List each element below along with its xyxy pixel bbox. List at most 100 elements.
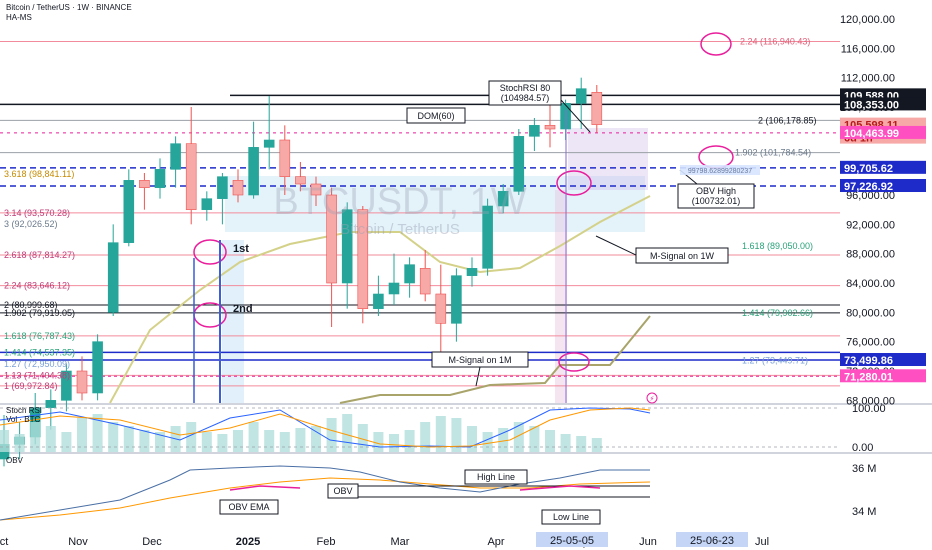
candle-body: [466, 268, 478, 276]
candle: [154, 158, 166, 199]
obv-line: [0, 465, 650, 521]
candle: [217, 173, 228, 225]
price-tick: 68,000.00: [846, 395, 895, 407]
candle-body: [419, 268, 431, 295]
time-box: 25-05-05: [536, 532, 608, 547]
fib-label: 2 (80,999.68): [4, 300, 58, 310]
circle-marker: [700, 32, 732, 56]
fib-label: 1.27 (73,449.71): [742, 355, 808, 365]
fib-label: 1 (69,972.84): [4, 381, 58, 391]
price-tag-label: 71,280.01: [844, 371, 893, 383]
obv-tick: 34 M: [852, 506, 876, 518]
candle-body: [154, 169, 166, 188]
circle-marker: [558, 352, 590, 372]
fib-label: 1.902 (101,784.54): [735, 148, 811, 158]
time-label: 2025: [236, 536, 260, 548]
price-tag: 104,463.99: [840, 125, 926, 140]
price-tick: 76,000.00: [846, 337, 895, 349]
candle: [263, 96, 275, 170]
volume-bar: [14, 434, 25, 452]
obv-annotation: OBV: [327, 483, 359, 499]
vol-title: Vol · BTC: [6, 415, 40, 424]
candle-body: [404, 264, 415, 284]
candle: [435, 264, 447, 353]
volume-bar: [513, 422, 524, 452]
volume-bar: [498, 428, 509, 452]
candle: [185, 107, 197, 225]
volume-bar: [30, 422, 41, 452]
time-box: 25-06-23: [676, 532, 748, 547]
dom-label: DOM(60): [417, 111, 454, 121]
candle-body: [591, 92, 603, 125]
candle-body: [76, 370, 88, 394]
candle: [279, 125, 291, 195]
volume-bar: [311, 426, 321, 452]
candle: [451, 268, 462, 342]
fib-label: 3.14 (93,570.28): [4, 208, 70, 218]
fib-label: 2 (106,178.85): [758, 115, 817, 125]
pane-divider-2: [0, 452, 932, 454]
volume-bar: [217, 434, 228, 452]
volume-bar: [0, 430, 9, 452]
candle: [61, 363, 72, 412]
pane-divider-1: [0, 403, 932, 405]
candle-body: [123, 180, 135, 243]
annotation-dom: DOM(60): [406, 107, 466, 124]
fib-label: 3 (92,026.52): [4, 219, 58, 229]
candle-body: [341, 209, 353, 284]
fib-label: 1.618 (89,050.00): [742, 241, 813, 251]
volume-bar: [155, 432, 165, 452]
stochrsi-value: (104984.57): [501, 93, 550, 103]
time-axis: ctNovDec2025FebMarAprMayJunJul25-05-0525…: [0, 530, 932, 550]
price-tag-label: 73,499.86: [844, 355, 893, 367]
highlight-zone-purple: [568, 128, 648, 190]
price-tag: 97,226.92: [840, 179, 926, 193]
price-tick: 92,000.00: [846, 219, 895, 231]
price-tag: 73,499.86: [840, 353, 926, 367]
time-label: Jun: [639, 536, 657, 548]
annotation-msignal-1w: M-Signal on 1W: [595, 235, 729, 264]
obv-annotation-label: Low Line: [553, 512, 589, 522]
price-tick: 88,000.00: [846, 249, 895, 261]
volume-bar: [451, 418, 462, 452]
symbol-title: Bitcoin / TetherUS · 1W · BINANCE: [6, 3, 132, 12]
candle-body: [263, 139, 275, 148]
volume-bar: [108, 422, 119, 452]
fib-label: 2.24 (116,940.43): [740, 36, 810, 46]
fib-label: 1.27 (72,950.09): [4, 359, 70, 369]
candle-body: [45, 400, 57, 408]
time-label: Mar: [391, 536, 410, 548]
candle: [248, 121, 259, 199]
fib-labels: 2.24 (116,940.43) 2 (106,178.85) 1.902 (10…: [4, 36, 817, 390]
volume-bar: [123, 426, 134, 452]
price-tag-label: 104,463.99: [844, 128, 899, 140]
time-label: ct: [0, 536, 8, 548]
circle-1st: [193, 239, 227, 265]
candle-body: [170, 143, 181, 170]
candle: [310, 176, 322, 206]
fib-label: 2.618 (87,814.27): [4, 250, 75, 260]
candle: [76, 356, 88, 401]
price-tick: 84,000.00: [846, 278, 895, 290]
obv-annotation: High Line: [464, 469, 528, 485]
candle: [170, 136, 181, 188]
candle: [357, 206, 369, 324]
price-tick: 120,000.00: [840, 14, 895, 26]
label-1st: 1st: [233, 243, 249, 255]
candle-body: [139, 180, 150, 188]
volume-bar: [326, 418, 337, 452]
volume-bar: [139, 430, 150, 452]
volume-bar: [545, 430, 555, 452]
volume-bar: [342, 414, 353, 452]
volume-bar: [248, 422, 259, 452]
obv-ema-line: [0, 477, 651, 521]
candle-body: [513, 136, 525, 192]
obv-annotation: OBV EMA: [219, 499, 279, 515]
stoch-rsi-pane: 100.00 0.00: [0, 403, 886, 454]
alert-icon[interactable]: [646, 392, 658, 404]
annotation-msignal-1m: M-Signal on 1M: [431, 351, 529, 387]
candle-body: [185, 143, 197, 210]
msignal-lines: [109, 195, 651, 404]
volume-bar: [233, 430, 243, 452]
time-label: Apr: [487, 536, 504, 548]
